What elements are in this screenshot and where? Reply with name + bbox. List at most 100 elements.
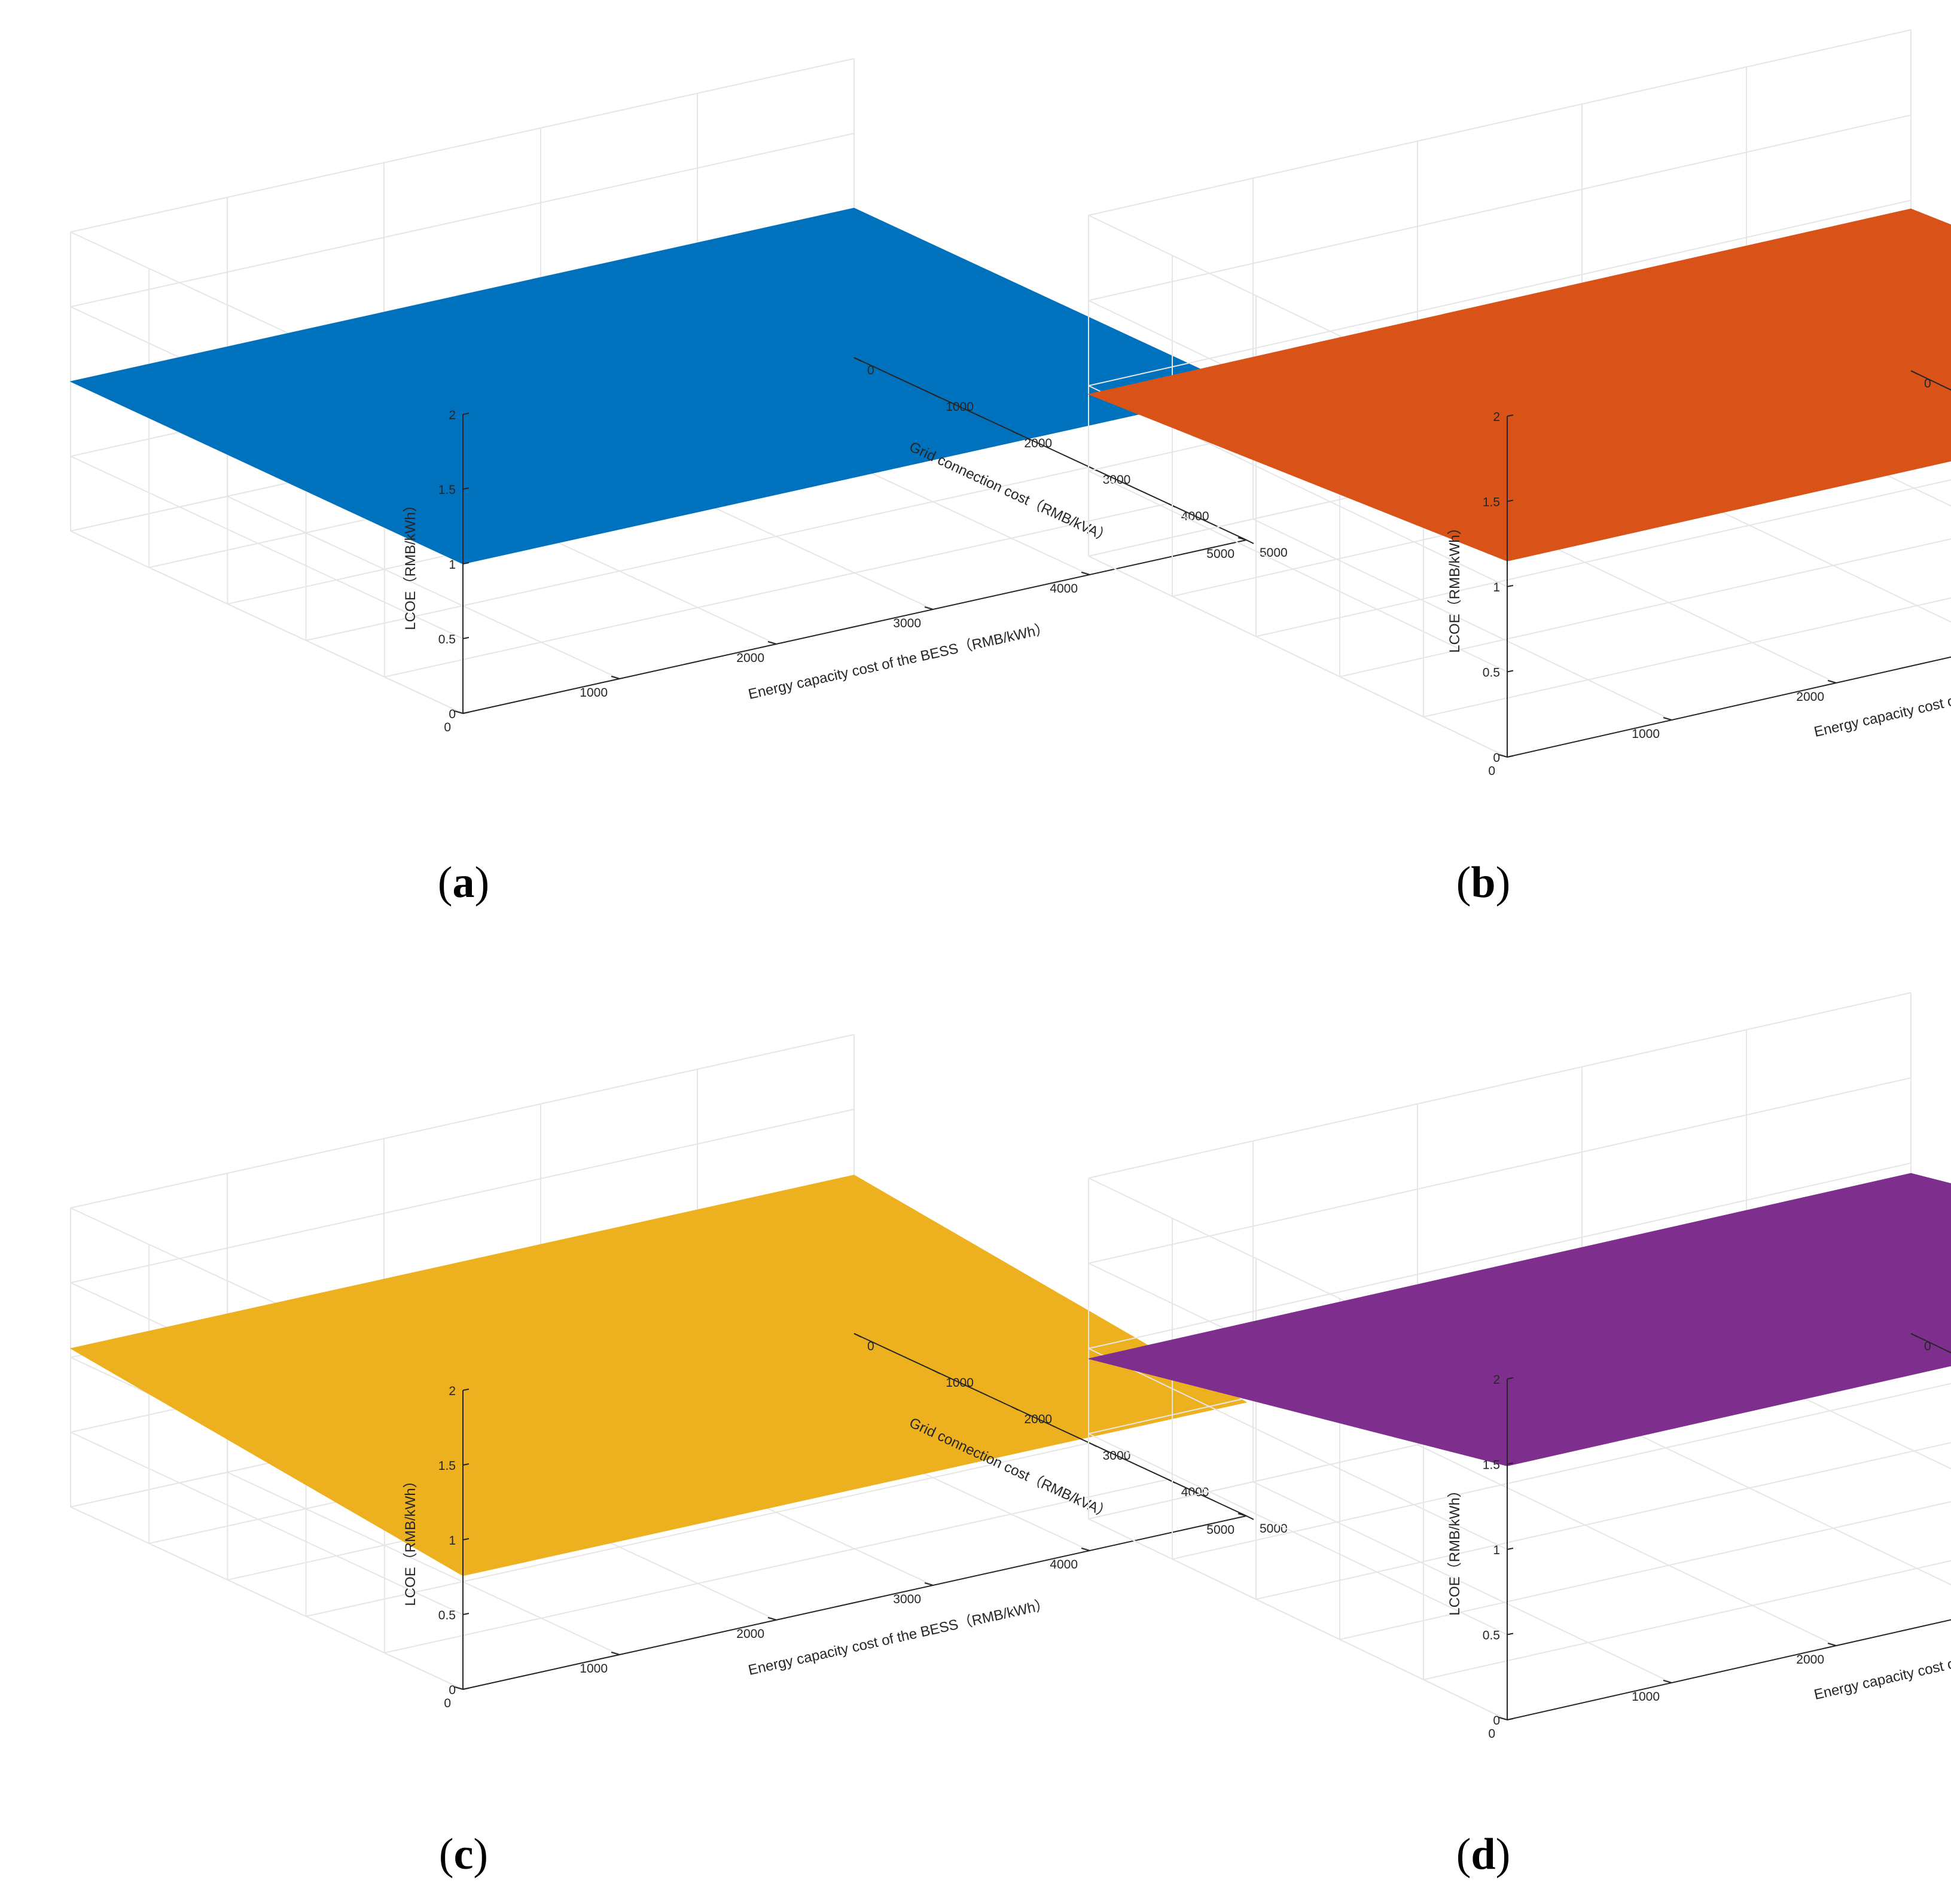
x-tick-label: 4000 xyxy=(1050,582,1078,596)
x-tick-mark xyxy=(1498,1717,1508,1720)
x-tick-mark xyxy=(1237,537,1247,541)
y-tick-label: 0 xyxy=(867,364,874,377)
z-tick-mark xyxy=(462,1389,470,1391)
wall-grid-line xyxy=(1088,29,1912,216)
x-tick-mark xyxy=(454,710,464,714)
y-tick-mark xyxy=(1010,430,1019,435)
x-tick-label: 1000 xyxy=(1632,727,1660,741)
x-tick-label: 2000 xyxy=(736,1627,764,1641)
wall-grid-line xyxy=(1088,1077,1912,1264)
x-tick-label: 0 xyxy=(444,721,451,734)
z-tick-mark xyxy=(462,487,470,490)
z-tick-mark xyxy=(462,712,470,714)
x-tick-label: 1000 xyxy=(580,1662,608,1676)
y-tick-mark xyxy=(1910,370,1919,375)
z-tick-label: 1.5 xyxy=(438,483,456,497)
floor-grid-line xyxy=(1339,1501,1951,1640)
x-tick-label: 3000 xyxy=(893,617,921,630)
z-tick-mark xyxy=(1507,414,1514,417)
x-tick-label: 0 xyxy=(1488,1727,1495,1741)
floor-grid-line xyxy=(384,1479,1169,1653)
z-tick-label: 0 xyxy=(449,1683,456,1697)
x-axis-label: Energy capacity cost of the BESS（RMB/kWh… xyxy=(747,620,1051,703)
y-tick-mark xyxy=(1089,466,1098,471)
z-tick-mark xyxy=(462,1463,470,1466)
x-axis-line xyxy=(1507,656,1951,758)
x-tick-mark xyxy=(1081,572,1090,575)
wall-grid-line xyxy=(1088,1518,1508,1720)
z-tick-mark xyxy=(462,1688,470,1690)
x-tick-mark xyxy=(1827,680,1837,684)
wall-grid-line xyxy=(70,133,855,307)
y-tick-mark xyxy=(932,1369,940,1374)
floor-grid-line xyxy=(306,1442,1090,1617)
y-tick-mark xyxy=(1910,1333,1919,1338)
z-tick-label: 0.5 xyxy=(438,633,456,646)
z-tick-label: 0 xyxy=(1493,1714,1500,1728)
x-axis-label: Energy capacity cost of the BESS（RMB/kWh… xyxy=(1813,1619,1951,1703)
z-tick-label: 1.5 xyxy=(1483,1458,1500,1472)
x-tick-mark xyxy=(454,1686,464,1690)
wall-grid-line xyxy=(1088,992,1912,1179)
z-tick-mark xyxy=(1507,1718,1514,1720)
floor-grid-line xyxy=(1339,538,1951,678)
panel-caption: (d) xyxy=(1456,1830,1510,1879)
floor-grid-line xyxy=(1255,1442,1951,1600)
z-tick-label: 2 xyxy=(449,1384,456,1398)
z-tick-mark xyxy=(1507,1633,1514,1636)
z-tick-label: 2 xyxy=(1493,1373,1500,1387)
x-tick-label: 2000 xyxy=(1796,690,1824,704)
wall-grid-line xyxy=(1088,556,1508,758)
wall-grid-line xyxy=(70,456,464,639)
z-axis-label: LCOE（RMB/kWh） xyxy=(1447,1483,1463,1615)
y-axis-label: Grid connection cost（RMB/kVA） xyxy=(907,439,1114,547)
floor-grid-line xyxy=(1581,1407,1951,1586)
y-tick-mark xyxy=(1246,1515,1254,1520)
z-tick-label: 0 xyxy=(449,707,456,721)
y-tick-label: 2000 xyxy=(1024,1412,1052,1426)
y-tick-label: 4000 xyxy=(1181,509,1209,523)
z-tick-label: 2 xyxy=(1493,410,1500,424)
floor-grid-line xyxy=(1252,1481,1672,1683)
y-tick-label: 0 xyxy=(1924,377,1931,390)
floor-grid-line xyxy=(1746,1370,1951,1470)
x-tick-mark xyxy=(1081,1548,1090,1551)
y-tick-mark xyxy=(853,357,862,362)
y-axis-line xyxy=(853,357,1247,541)
x-axis-line xyxy=(462,1515,1247,1690)
z-tick-mark xyxy=(462,413,470,415)
floor-grid-line xyxy=(1255,479,1951,637)
z-tick-mark xyxy=(1507,1377,1514,1380)
x-tick-mark xyxy=(1498,754,1508,758)
x-tick-label: 2000 xyxy=(736,651,764,665)
z-tick-mark xyxy=(1507,499,1514,502)
floor-grid-line xyxy=(1172,1383,1951,1560)
z-tick-mark xyxy=(1507,755,1514,758)
z-tick-label: 0.5 xyxy=(438,1609,456,1622)
x-tick-label: 3000 xyxy=(893,1592,921,1606)
wall-grid-line xyxy=(1088,1433,1508,1636)
z-axis-label: LCOE（RMB/kWh） xyxy=(403,1473,419,1606)
y-tick-label: 1000 xyxy=(946,1376,974,1390)
y-tick-mark xyxy=(1167,1479,1176,1484)
y-tick-label: 3000 xyxy=(1103,473,1131,487)
y-tick-label: 1000 xyxy=(946,400,974,414)
z-axis-label: LCOE（RMB/kWh） xyxy=(1447,520,1463,652)
x-axis-line xyxy=(1507,1619,1951,1720)
z-tick-mark xyxy=(462,1538,470,1540)
z-tick-label: 1.5 xyxy=(1483,496,1500,509)
y-tick-label: 5000 xyxy=(1260,546,1288,560)
z-tick-label: 0.5 xyxy=(1483,1629,1500,1643)
wall-grid-line xyxy=(70,1034,855,1209)
z-tick-label: 0.5 xyxy=(1483,666,1500,680)
x-tick-label: 1000 xyxy=(1632,1690,1660,1704)
y-tick-mark xyxy=(853,1333,862,1338)
panel-caption: (c) xyxy=(439,1830,488,1879)
z-tick-mark xyxy=(462,1613,470,1615)
wall-grid-line xyxy=(1088,114,1912,301)
z-tick-label: 1 xyxy=(449,558,456,572)
x-tick-label: 0 xyxy=(444,1696,451,1710)
x-tick-mark xyxy=(1663,717,1672,721)
x-tick-label: 0 xyxy=(1488,764,1495,778)
y-tick-mark xyxy=(1246,539,1254,544)
